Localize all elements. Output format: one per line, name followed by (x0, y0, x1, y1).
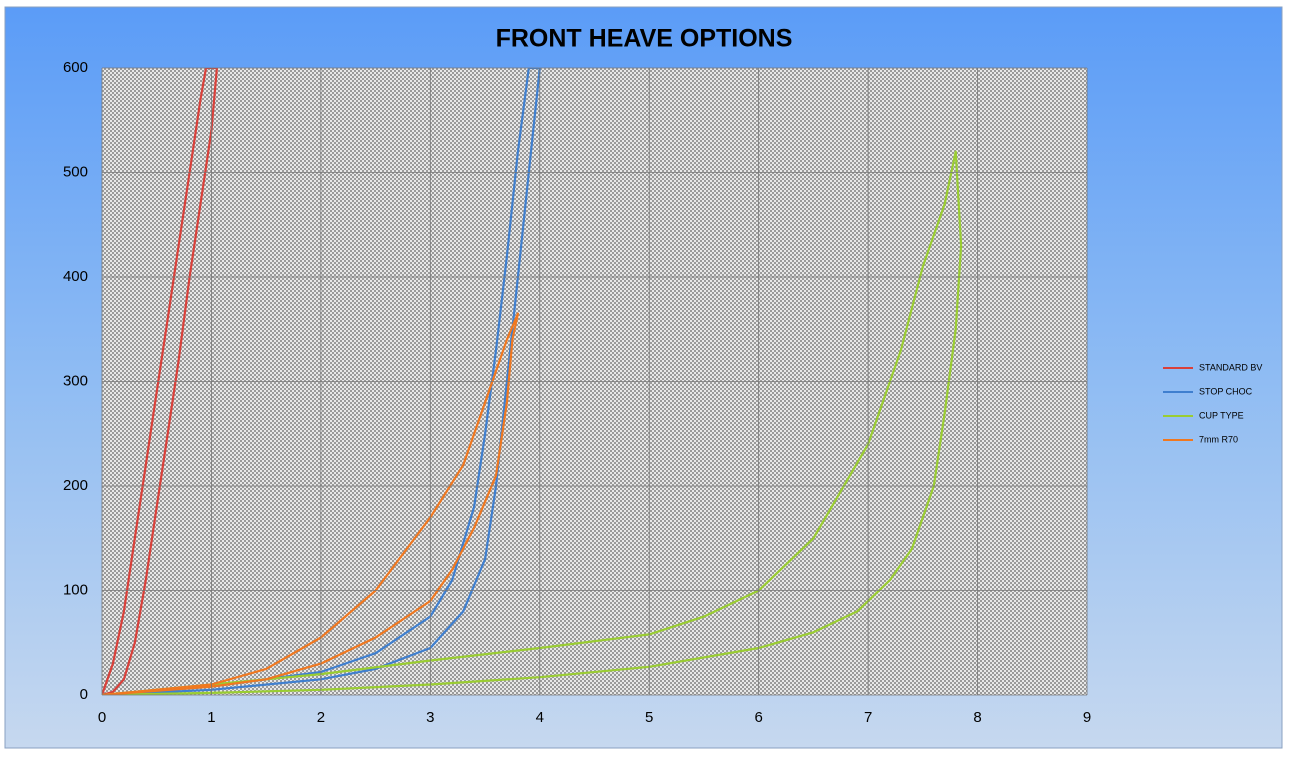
x-tick-label: 6 (754, 709, 762, 726)
x-tick-label: 9 (1083, 709, 1091, 726)
x-tick-label: 7 (864, 709, 872, 726)
x-tick-label: 8 (973, 709, 981, 726)
y-tick-label: 100 (63, 581, 88, 598)
y-tick-label: 500 (63, 163, 88, 180)
legend-label: STANDARD BV (1199, 362, 1262, 372)
x-tick-label: 0 (98, 709, 106, 726)
x-tick-label: 4 (536, 709, 544, 726)
legend-label: STOP CHOC (1199, 386, 1253, 396)
y-tick-label: 300 (63, 372, 88, 389)
series-line (102, 150, 963, 695)
legend-label: CUP TYPE (1199, 410, 1244, 420)
x-tick-label: 5 (645, 709, 653, 726)
x-tick-label: 2 (317, 709, 325, 726)
legend-label: 7mm R70 (1199, 434, 1238, 444)
series-line (102, 68, 218, 695)
y-tick-label: 400 (63, 268, 88, 285)
y-tick-label: 0 (80, 686, 88, 703)
series-line (102, 312, 519, 695)
y-tick-label: 200 (63, 477, 88, 494)
y-tick-label: 600 (63, 59, 88, 76)
x-tick-label: 1 (207, 709, 215, 726)
series-line (102, 68, 541, 695)
x-tick-label: 3 (426, 709, 434, 726)
chart-title: FRONT HEAVE OPTIONS (496, 25, 793, 53)
